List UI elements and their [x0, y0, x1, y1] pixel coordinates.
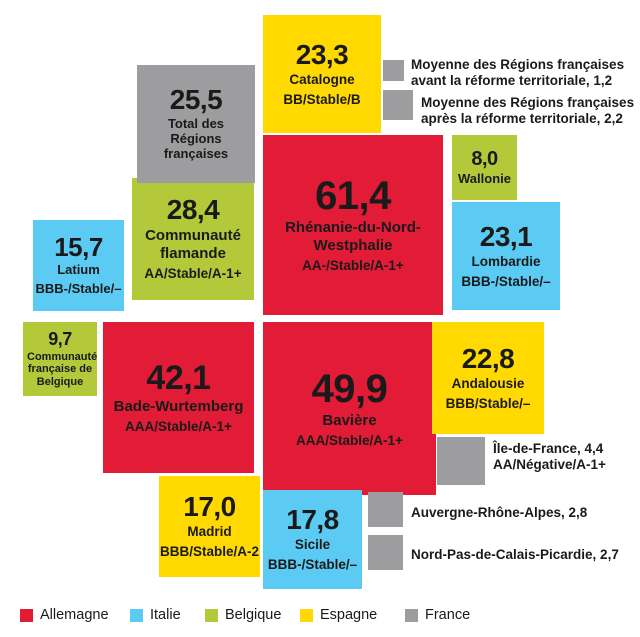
square-lombardie: 23,1 Lombardie BBB-/Stable/–	[452, 202, 560, 310]
small-square--le-de-france	[437, 437, 485, 485]
legend-swatch	[20, 608, 33, 622]
small-square-label: Île-de-France, 4,4 AA/Négative/A-1+	[493, 441, 633, 473]
square-value: 17,0	[183, 491, 236, 523]
square-name: Sicile	[294, 537, 331, 553]
square-name: Madrid	[187, 524, 232, 540]
square-rating: BBB/Stable/–	[445, 395, 531, 411]
square-bavi-re: 49,9 Bavière AAA/Stable/A-1+	[263, 322, 436, 495]
square-name: Moyenne des Régions françaises après la …	[421, 95, 635, 127]
square-rating: AAA/Stable/A-1+	[296, 432, 403, 448]
small-square-moyenne-des-r-gions-fran-aises-avant-la-r-forme-territoriale	[383, 60, 404, 81]
square-value: 23,1	[479, 220, 533, 252]
legend-item-allemagne: Allemagne	[20, 604, 109, 626]
small-square-nord-pas-de-calais-picardie	[368, 535, 403, 570]
square-name: Nord-Pas-de-Calais-Picardie, 2,7	[411, 547, 619, 562]
square-rating: BB/Stable/B	[283, 91, 361, 107]
square-name: Total des Régions françaises	[163, 116, 229, 161]
square-total-des-r-gions-fran-aises: 25,5 Total des Régions françaises	[137, 65, 255, 183]
square-rating: AA/Négative/A-1+	[493, 457, 606, 473]
small-square-moyenne-des-r-gions-fran-aises-apr-s-la-r-forme-territoriale	[383, 90, 413, 120]
square-name: Latium	[57, 262, 100, 278]
small-square-auvergne-rh-ne-alpes	[368, 492, 403, 527]
square-value: 42,1	[146, 358, 211, 397]
square-name: Catalogne	[289, 71, 355, 87]
square-value: 28,4	[166, 194, 220, 226]
square-wallonie: 8,0 Wallonie	[452, 135, 517, 200]
square-rh-nanie-du-nord-westphalie: 61,4 Rhénanie-du-Nord-Westphalie AA-/Stabl…	[263, 135, 443, 315]
legend-label: Italie	[150, 607, 181, 623]
square-name: Wallonie	[458, 170, 511, 186]
square-value: 61,4	[315, 174, 391, 219]
square-name: Île-de-France, 4,4	[493, 441, 604, 456]
square-value: 15,7	[54, 232, 103, 263]
small-square-label: Moyenne des Régions françaises après la …	[421, 95, 640, 127]
square-sicile: 17,8 Sicile BBB-/Stable/–	[263, 490, 362, 589]
square-name: Communauté française de Belgique	[27, 350, 98, 388]
square-name: Communauté flamande	[145, 227, 241, 262]
square-value: 9,7	[48, 328, 72, 349]
legend-label: Belgique	[225, 607, 282, 623]
small-square-label: Auvergne-Rhône-Alpes, 2,8	[411, 505, 640, 521]
legend-swatch	[130, 608, 143, 622]
legend-item-belgique: Belgique	[205, 604, 281, 626]
square-communaut-fran-aise-de-belgique: 9,7 Communauté française de Belgique	[23, 322, 97, 396]
legend-item-italie: Italie	[130, 604, 181, 626]
square-value: 8,0	[471, 147, 498, 170]
square-catalogne: 23,3 Catalogne BB/Stable/B	[263, 15, 381, 133]
legend-label: France	[425, 607, 471, 623]
square-name: Moyenne des Régions françaises avant la …	[411, 57, 625, 89]
legend-label: Espagne	[320, 607, 378, 623]
square-name: Auvergne-Rhône-Alpes, 2,8	[411, 505, 588, 520]
square-andalousie: 22,8 Andalousie BBB/Stable/–	[432, 322, 544, 434]
square-name: Bade-Wurtemberg	[113, 397, 244, 415]
square-madrid: 17,0 Madrid BBB/Stable/A-2	[159, 476, 260, 577]
square-rating: BBB-/Stable/–	[461, 273, 551, 289]
legend-item-france: France	[405, 604, 470, 626]
square-value: 25,5	[169, 84, 223, 116]
square-rating: BBB-/Stable/–	[35, 281, 122, 296]
legend-label: Allemagne	[40, 607, 109, 623]
square-name: Lombardie	[471, 253, 541, 269]
legend-item-espagne: Espagne	[300, 604, 377, 626]
small-square-label: Nord-Pas-de-Calais-Picardie, 2,7	[411, 547, 640, 563]
square-name: Andalousie	[451, 375, 525, 391]
square-bade-wurtemberg: 42,1 Bade-Wurtemberg AAA/Stable/A-1+	[103, 322, 254, 473]
square-latium: 15,7 Latium BBB-/Stable/–	[33, 220, 124, 311]
square-communaut-flamande: 28,4 Communauté flamande AA/Stable/A-1+	[132, 178, 254, 300]
square-value: 17,8	[286, 504, 339, 536]
square-rating: AA/Stable/A-1+	[144, 265, 242, 281]
square-name: Rhénanie-du-Nord-Westphalie	[285, 219, 421, 254]
square-rating: BBB-/Stable/–	[267, 557, 358, 572]
legend-swatch	[405, 608, 418, 622]
square-rating: BBB/Stable/A-2	[159, 544, 259, 559]
legend-swatch	[205, 608, 218, 622]
square-name: Bavière	[322, 411, 377, 429]
small-square-label: Moyenne des Régions françaises avant la …	[411, 57, 640, 89]
legend-swatch	[300, 608, 313, 622]
square-value: 49,9	[311, 366, 388, 411]
square-value: 23,3	[295, 38, 349, 70]
square-value: 22,8	[461, 342, 515, 374]
square-rating: AA-/Stable/A-1+	[302, 257, 404, 273]
square-rating: AAA/Stable/A-1+	[125, 418, 232, 434]
